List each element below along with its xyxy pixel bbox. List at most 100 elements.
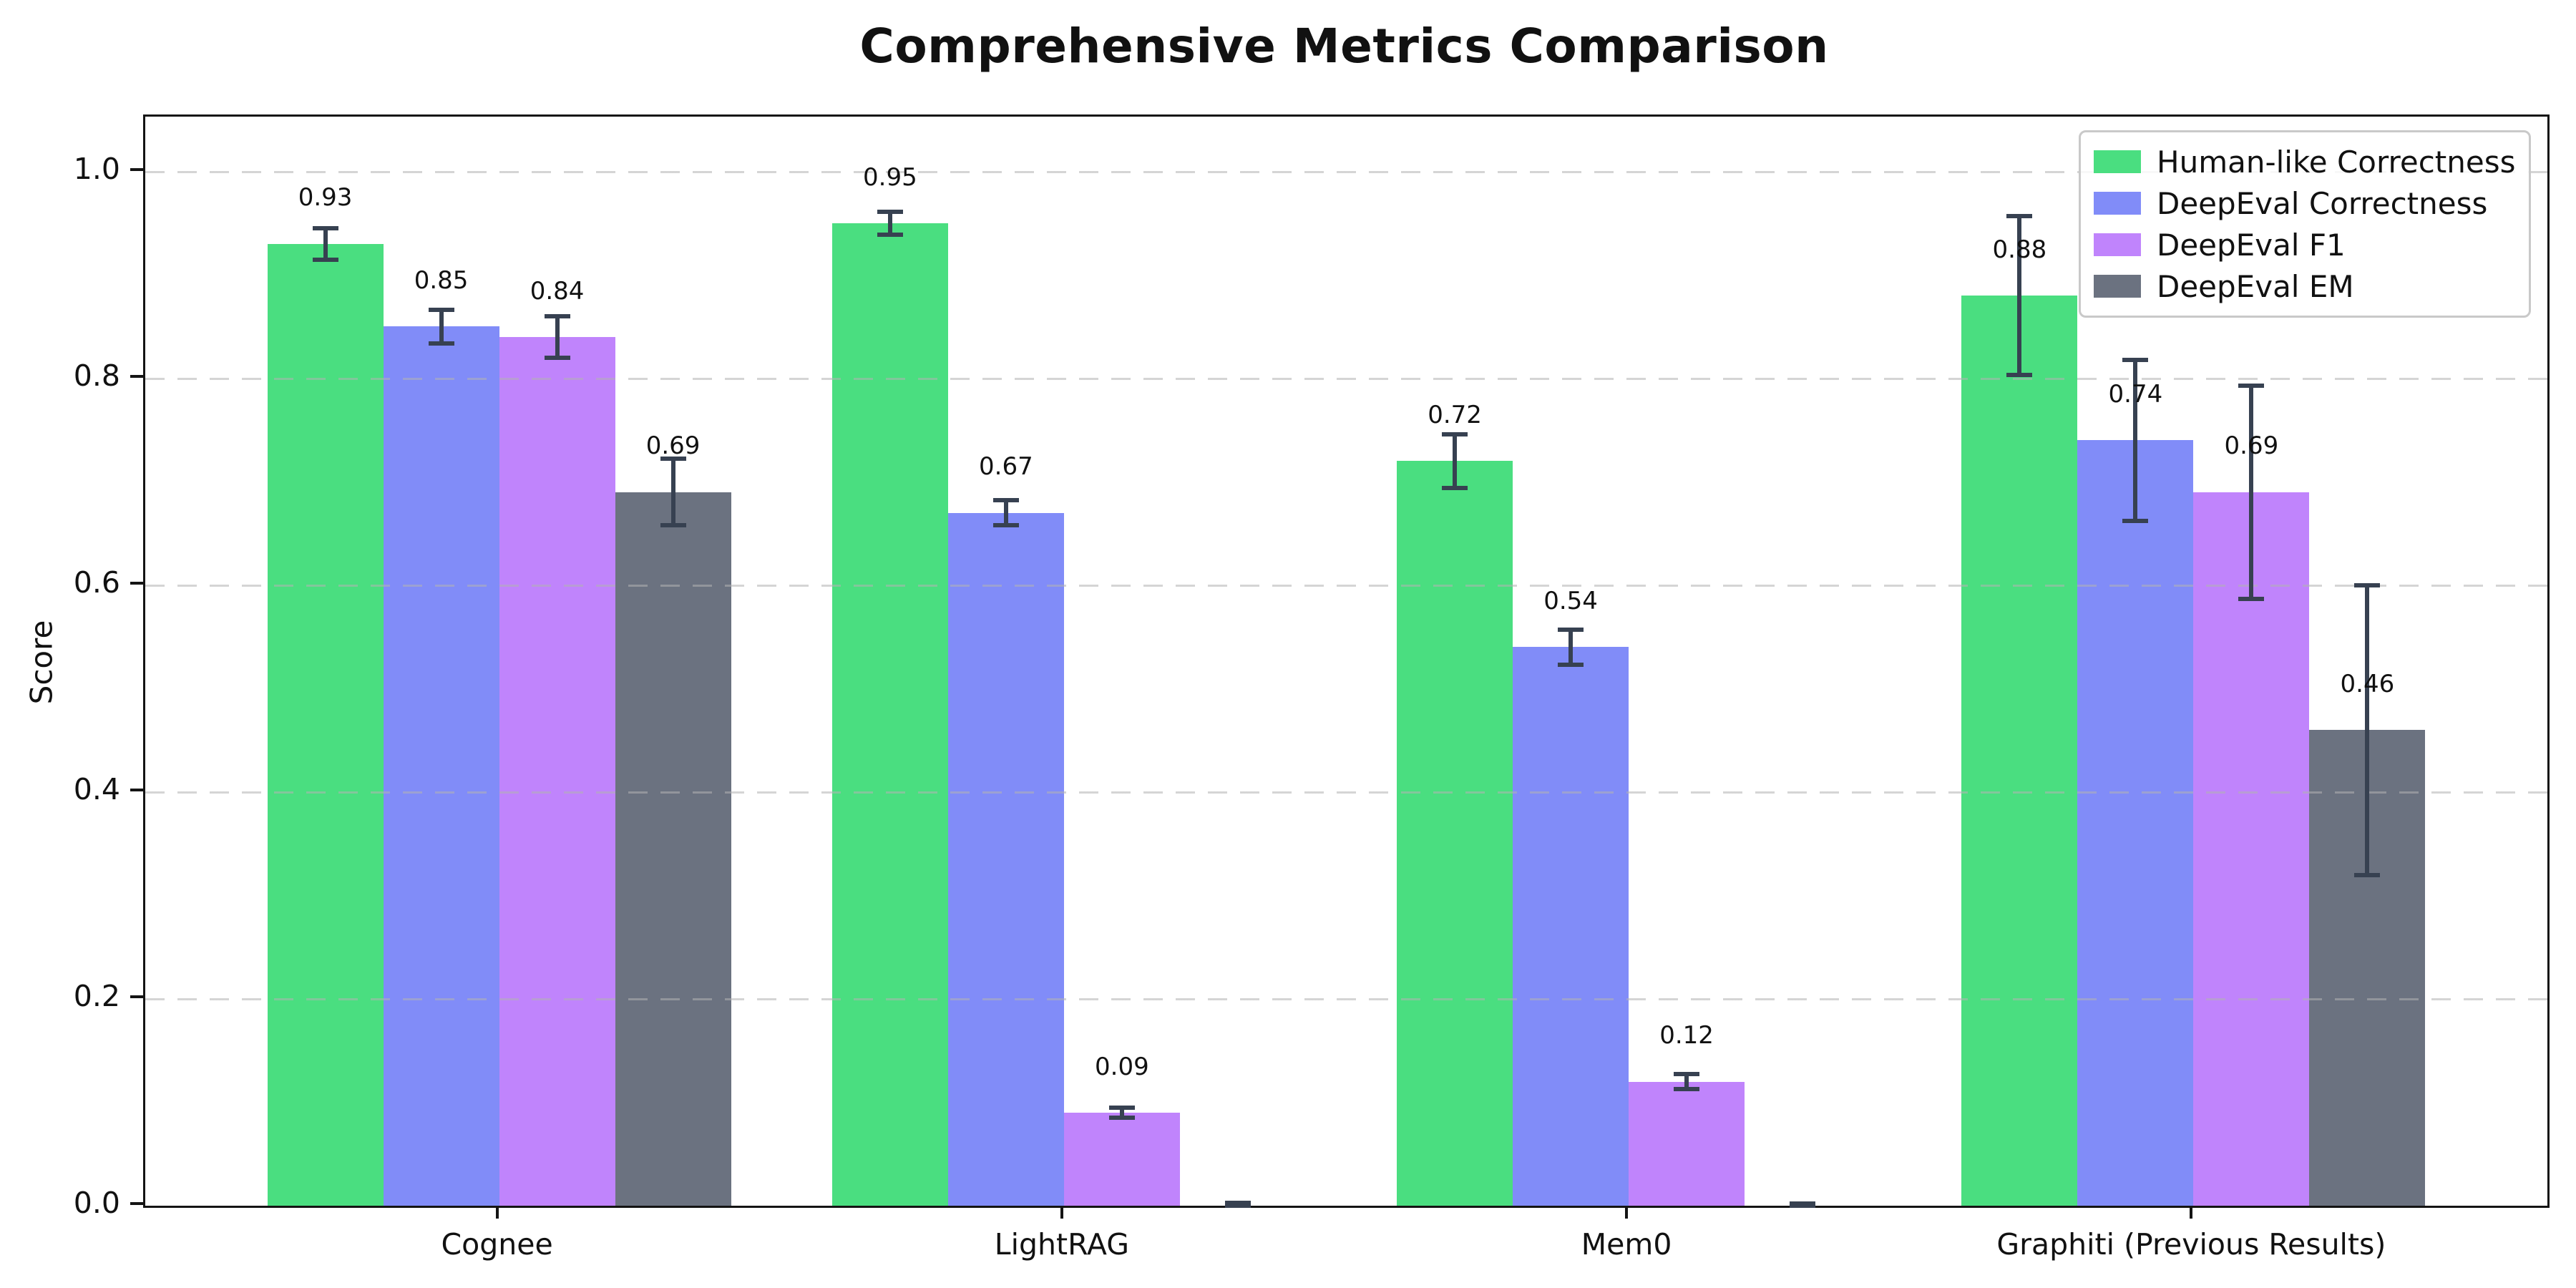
bar-value-label: 0.72	[1428, 401, 1482, 429]
error-cap-bottom	[877, 232, 903, 237]
error-cap-top	[992, 498, 1019, 503]
error-cap-top	[1224, 1200, 1251, 1205]
gridline-1.0	[145, 170, 2547, 173]
y-tick-mark-0.8	[130, 374, 143, 378]
x-tick-mark-1	[1060, 1206, 1063, 1219]
bar-deepeval-correctness-2	[1513, 647, 1629, 1206]
error-cap-top	[660, 457, 686, 462]
y-tick-mark-0.0	[130, 1202, 143, 1205]
bar-human-like-correctness-0	[267, 244, 384, 1206]
x-tick-mark-3	[2190, 1206, 2193, 1219]
error-bar-0-1	[439, 310, 444, 343]
bar-deepeval-correctness-0	[383, 326, 499, 1206]
gridline-0.4	[145, 791, 2547, 794]
error-cap-bottom	[992, 522, 1019, 527]
bar-value-label: 0.12	[1659, 1021, 1714, 1050]
error-cap-top	[2006, 213, 2033, 218]
bar-value-label: 0.93	[298, 183, 353, 213]
x-tick-mark-2	[1625, 1206, 1629, 1219]
error-cap-bottom	[2006, 373, 2033, 378]
error-cap-top	[1108, 1105, 1135, 1110]
legend-label: DeepEval Correctness	[2157, 185, 2488, 221]
legend-label: DeepEval F1	[2157, 227, 2346, 263]
error-cap-top	[544, 314, 570, 318]
error-bar-0-2	[555, 316, 560, 358]
error-bar-0-3	[670, 459, 675, 525]
error-bar-0-0	[323, 228, 328, 260]
error-cap-top	[1674, 1072, 1700, 1077]
legend-item-deepeval-correctness: DeepEval Correctness	[2094, 182, 2529, 224]
error-cap-bottom	[544, 355, 570, 360]
error-cap-top	[2238, 383, 2265, 388]
x-tick-label-0: Cognee	[441, 1227, 553, 1262]
error-cap-top	[1558, 627, 1584, 632]
gridline-0.2	[145, 997, 2547, 1000]
bar-deepeval-f1-2	[1629, 1082, 1745, 1206]
legend-swatch-icon	[2094, 233, 2141, 256]
error-cap-top	[312, 226, 338, 231]
error-bar-3-0	[2017, 215, 2022, 376]
error-cap-bottom	[312, 257, 338, 262]
error-cap-bottom	[1674, 1086, 1700, 1091]
bar-human-like-correctness-1	[831, 223, 948, 1206]
bar-value-label: 0.69	[645, 431, 701, 461]
legend-label: DeepEval EM	[2157, 268, 2354, 304]
bar-value-label: 0.84	[530, 276, 585, 306]
error-bar-2-0	[1453, 434, 1458, 488]
legend-swatch-icon	[2094, 150, 2141, 173]
error-cap-bottom	[428, 341, 454, 346]
y-tick-mark-0.6	[130, 581, 143, 585]
x-tick-label-2: Mem0	[1581, 1227, 1672, 1262]
y-axis-label: Score	[24, 620, 59, 705]
y-tick-mark-0.2	[130, 995, 143, 998]
error-cap-top	[877, 210, 903, 214]
error-cap-bottom	[1558, 663, 1584, 668]
bar-deepeval-f1-1	[1063, 1113, 1180, 1206]
y-tick-label-0.8: 0.8	[73, 358, 120, 393]
error-cap-bottom	[660, 522, 686, 527]
legend-swatch-icon	[2094, 192, 2141, 215]
error-bar-3-2	[2249, 385, 2254, 599]
bar-value-label: 0.67	[979, 452, 1033, 482]
error-cap-bottom	[2122, 519, 2149, 524]
bar-value-label: 0.46	[2340, 669, 2395, 698]
bar-value-label: 0.54	[1543, 587, 1598, 616]
gridline-0.6	[145, 584, 2547, 587]
error-bar-2-1	[1568, 629, 1574, 665]
bar-value-label: 0.09	[1095, 1052, 1149, 1081]
error-cap-top	[2354, 582, 2381, 587]
error-bar-1-1	[1003, 500, 1008, 525]
error-bar-3-1	[2133, 359, 2138, 522]
error-cap-bottom	[2354, 872, 2381, 877]
y-tick-label-0.6: 0.6	[73, 565, 120, 600]
error-cap-bottom	[1224, 1204, 1251, 1208]
error-cap-bottom	[1108, 1116, 1135, 1121]
y-tick-label-0.0: 0.0	[73, 1186, 120, 1220]
error-cap-top	[1442, 431, 1468, 436]
bar-deepeval-f1-0	[499, 337, 615, 1206]
error-bar-1-0	[887, 212, 892, 235]
error-bar-3-3	[2365, 585, 2370, 875]
legend-label: Human-like Correctness	[2157, 144, 2516, 180]
legend-item-human-like-correctness: Human-like Correctness	[2094, 141, 2529, 182]
legend-item-deepeval-f1: DeepEval F1	[2094, 224, 2529, 265]
bar-deepeval-correctness-3	[2077, 440, 2194, 1206]
bar-deepeval-f1-3	[2193, 492, 2310, 1206]
error-cap-top	[2122, 357, 2149, 362]
y-tick-label-0.4: 0.4	[73, 771, 120, 806]
bar-value-label: 0.95	[863, 162, 917, 192]
gridline-0.8	[145, 377, 2547, 380]
bar-human-like-correctness-3	[1961, 296, 2078, 1206]
y-tick-label-0.2: 0.2	[73, 978, 120, 1013]
error-bar-2-2	[1684, 1074, 1689, 1089]
y-tick-mark-0.4	[130, 788, 143, 791]
error-cap-bottom	[2238, 596, 2265, 601]
y-tick-label-1.0: 1.0	[73, 151, 120, 186]
legend-box: Human-like Correctness DeepEval Correctne…	[2079, 130, 2531, 318]
y-tick-mark-1.0	[130, 167, 143, 171]
bar-deepeval-correctness-1	[947, 513, 1064, 1206]
legend-item-deepeval-em: DeepEval EM	[2094, 265, 2529, 307]
bar-value-label: 0.88	[1992, 235, 2047, 264]
error-cap-bottom	[1442, 485, 1468, 490]
